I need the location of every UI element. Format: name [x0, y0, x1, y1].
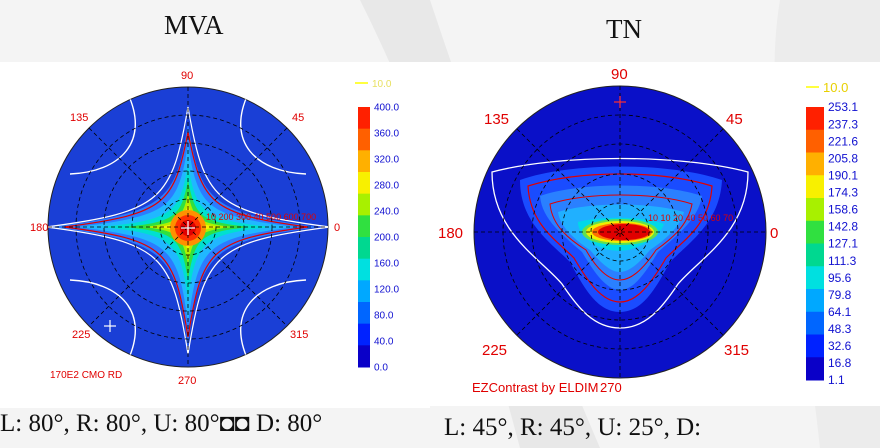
tn-scale-band — [806, 289, 824, 313]
tn-color-scale: 253.1 237.3 221.6 205.8 190.1 174.3 158.6 142.8… — [806, 100, 858, 387]
tn-scale-band — [806, 107, 824, 131]
tn-scale-band — [806, 357, 824, 381]
mva-scale-band — [358, 193, 370, 216]
mva-angle-180: 180 — [30, 222, 48, 234]
tn-angle-315: 315 — [724, 342, 749, 359]
mva-scale-tick: 200.0 — [374, 233, 399, 244]
mva-scale-band — [358, 323, 370, 346]
tn-scale-tick: 111.3 — [828, 254, 857, 268]
mva-center-cross — [181, 221, 195, 235]
mva-scale-band — [358, 280, 370, 303]
mva-contour-label: 10 200 300 40 500 600 700 — [206, 212, 316, 222]
tn-angle-45: 45 — [726, 111, 743, 128]
mva-scale-band — [358, 258, 370, 281]
tn-scale-tick: 16.8 — [828, 356, 852, 370]
mva-scale-band — [358, 215, 370, 238]
tn-footer: EZContrast by ELDIM — [472, 380, 598, 395]
mva-angle-315: 315 — [290, 329, 308, 341]
mva-angle-45: 45 — [292, 112, 304, 124]
mva-scale-tick: 0.0 — [374, 363, 388, 374]
mva-scale-tick: 80.0 — [374, 311, 394, 322]
mva-scale-band — [358, 128, 370, 151]
mva-scale-tick: 400.0 — [374, 103, 399, 114]
tn-scale-tick: 79.8 — [828, 288, 852, 302]
tn-angle-135: 135 — [484, 111, 509, 128]
tn-scale-band — [806, 220, 824, 244]
right-caption: L: 45°, R: 45°, U: 25°, D: — [444, 414, 702, 441]
tn-top-marker — [614, 96, 626, 108]
mva-scale-tick: 40.0 — [374, 337, 394, 348]
left-caption: L: 80°, R: 80°, U: 80°◘◘ D: 80° — [0, 410, 323, 437]
mva-scale-tick: 120.0 — [374, 285, 399, 296]
tn-scale-tick: 158.6 — [828, 203, 858, 217]
tn-scale-band — [806, 266, 824, 290]
mva-legend-marker-label: 10.0 — [372, 79, 392, 90]
mva-scale-band — [358, 172, 370, 195]
tn-scale-band — [806, 311, 824, 335]
right-panel-title: TN — [606, 14, 642, 44]
mva-scale-band — [358, 345, 370, 368]
mva-scale-tick: 360.0 — [374, 129, 399, 140]
mva-scale-band — [358, 302, 370, 325]
tn-angle-180: 180 — [438, 225, 463, 242]
mva-scale-tick: 280.0 — [374, 181, 399, 192]
mva-scale-tick: 320.0 — [374, 155, 399, 166]
tn-scale-tick: 95.6 — [828, 271, 852, 285]
tn-scale-band — [806, 152, 824, 176]
mva-angle-0: 0 — [334, 222, 340, 234]
tn-scale-band — [806, 175, 824, 199]
tn-angle-270: 270 — [600, 380, 622, 395]
tn-scale-band — [806, 243, 824, 267]
tn-scale-tick: 221.6 — [828, 134, 858, 148]
mva-footer: 170E2 CMO RD — [50, 370, 122, 381]
tn-scale-tick: 32.6 — [828, 339, 852, 353]
tn-contour-label: 10 10 20 40 50 60 70 — [648, 213, 733, 223]
mva-color-scale: 400.0 360.0 320.0 280.0 240.0 200.0 160.0 120.0… — [358, 103, 399, 374]
mva-marker-cross — [104, 320, 116, 332]
tn-scale-tick: 142.8 — [828, 220, 858, 234]
mva-scale-tick: 160.0 — [374, 259, 399, 270]
mva-scale-band — [358, 107, 370, 130]
mva-scale-band — [358, 150, 370, 173]
tn-angle-0: 0 — [770, 225, 778, 242]
tn-scale-tick: 127.1 — [828, 237, 858, 251]
tn-legend-marker-label: 10.0 — [823, 80, 848, 95]
tn-scale-tick: 1.1 — [828, 373, 845, 387]
mva-angle-135: 135 — [70, 112, 88, 124]
tn-scale-band — [806, 129, 824, 153]
tn-polar-plot: 10 10 20 40 50 60 70 90 45 135 0 180 225… — [430, 62, 880, 406]
tn-polar-grid — [474, 86, 766, 378]
tn-scale-tick: 253.1 — [828, 100, 858, 114]
tn-angle-225: 225 — [482, 342, 507, 359]
mva-scale-tick: 240.0 — [374, 207, 399, 218]
tn-scale-tick: 237.3 — [828, 117, 858, 131]
tn-scale-tick: 190.1 — [828, 168, 858, 182]
mva-scale-band — [358, 237, 370, 260]
tn-scale-tick: 48.3 — [828, 322, 852, 336]
tn-angle-90: 90 — [611, 66, 628, 83]
mva-angle-270: 270 — [178, 375, 196, 387]
tn-scale-tick: 205.8 — [828, 151, 858, 165]
mva-angle-90: 90 — [181, 70, 193, 82]
mva-polar-plot: 10 200 300 40 500 600 700 90 45 135 0 18… — [0, 62, 430, 408]
tn-scale-tick: 174.3 — [828, 186, 858, 200]
tn-scale-band — [806, 334, 824, 358]
tn-contour-field — [491, 157, 749, 329]
tn-scale-band — [806, 198, 824, 222]
tn-scale-tick: 64.1 — [828, 305, 852, 319]
left-panel-title: MVA — [164, 10, 224, 40]
mva-angle-225: 225 — [72, 329, 90, 341]
